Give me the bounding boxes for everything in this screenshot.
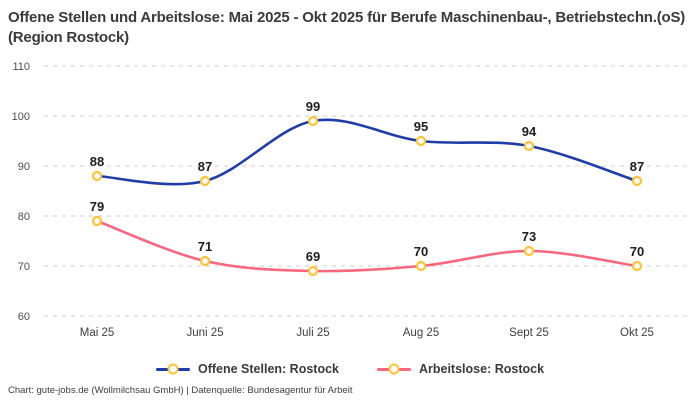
data-point-label: 95 <box>414 119 428 134</box>
data-point-label: 79 <box>90 199 104 214</box>
y-axis-tick-label: 90 <box>18 161 30 173</box>
data-point-label: 88 <box>90 154 104 169</box>
line-chart: 60 70 80 90 100 110 Mai 25 Juni 25 Juli 25 Aug 25… <box>12 61 692 339</box>
data-point-marker[interactable] <box>307 115 319 127</box>
data-point-label: 70 <box>414 244 428 259</box>
series-line <box>95 118 639 186</box>
data-point-marker[interactable] <box>523 245 535 257</box>
data-point-label: 94 <box>522 124 537 139</box>
data-point-marker[interactable] <box>415 260 427 272</box>
data-point-marker[interactable] <box>91 215 103 227</box>
legend-label: Offene Stellen: Rostock <box>197 362 339 376</box>
chart-area: 60 70 80 90 100 110 Mai 25 Juni 25 Juli 25 Aug 25… <box>0 53 700 350</box>
x-axis-tick-label: Mai 25 <box>80 327 115 339</box>
data-point-marker[interactable] <box>91 170 103 182</box>
chart-title: Offene Stellen und Arbeitslose: Mai 2025… <box>8 9 686 46</box>
y-axis-tick-label: 80 <box>18 211 30 223</box>
data-point-marker[interactable] <box>631 260 643 272</box>
legend-item[interactable]: Offene Stellen: Rostock <box>155 362 339 376</box>
data-point-marker[interactable] <box>631 175 643 187</box>
data-point-label: 71 <box>198 239 212 254</box>
legend-line-swatch <box>376 363 411 375</box>
data-point-label: 87 <box>198 159 212 174</box>
legend-marker-icon <box>388 363 400 375</box>
data-point-marker[interactable] <box>523 140 535 152</box>
x-axis-tick-label: Juli 25 <box>296 327 329 339</box>
y-axis-tick-label: 60 <box>18 311 30 323</box>
data-point-marker[interactable] <box>199 175 211 187</box>
attribution-footer: Chart: gute-jobs.de (Wollmilchsau GmbH) … <box>8 385 353 396</box>
x-axis-tick-label: Aug 25 <box>403 327 439 339</box>
data-point-marker[interactable] <box>307 265 319 277</box>
series-line <box>95 219 639 273</box>
x-axis-tick-label: Okt 25 <box>620 327 654 339</box>
data-point-marker[interactable] <box>415 135 427 147</box>
data-point-label: 69 <box>306 249 320 264</box>
data-point-label: 87 <box>630 159 644 174</box>
data-point-marker[interactable] <box>199 255 211 267</box>
x-axis-tick-label: Juni 25 <box>186 327 223 339</box>
legend-marker-icon <box>167 363 179 375</box>
y-axis-tick-label: 100 <box>12 111 30 123</box>
data-point-label: 73 <box>522 229 536 244</box>
legend: Offene Stellen: Rostock Arbeitslose: Rost… <box>0 358 700 380</box>
y-axis-tick-label: 110 <box>12 61 30 73</box>
data-point-label: 70 <box>630 244 644 259</box>
legend-label: Arbeitslose: Rostock <box>418 362 545 376</box>
x-axis-tick-label: Sept 25 <box>509 327 549 339</box>
y-axis-tick-label: 70 <box>18 261 30 273</box>
legend-item[interactable]: Arbeitslose: Rostock <box>376 362 545 376</box>
data-point-label: 99 <box>306 99 320 114</box>
legend-line-swatch <box>155 363 190 375</box>
